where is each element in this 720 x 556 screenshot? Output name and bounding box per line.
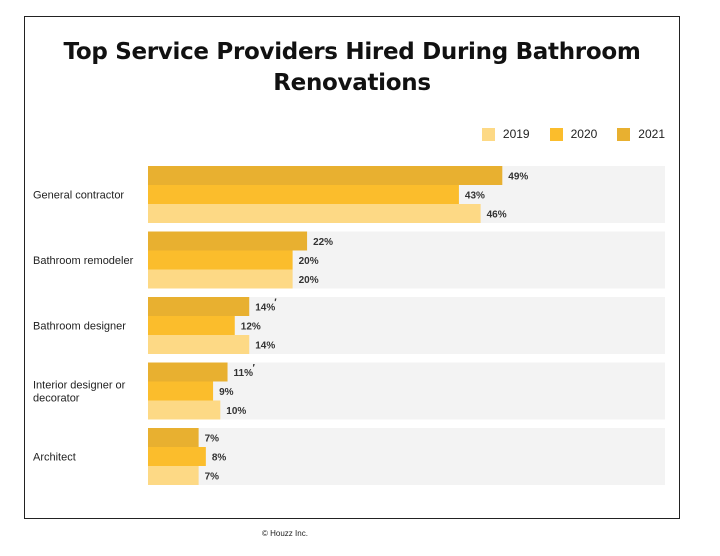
legend-swatch-2020: [549, 127, 563, 141]
legend-label-2021: 2021: [638, 127, 665, 141]
legend-swatch-2021: [617, 127, 631, 141]
bar-bathroom-remodeler-2020: [148, 250, 293, 270]
category-label-bathroom-remodeler: Bathroom remodeler: [33, 255, 134, 267]
data-label-general-contractor-2020: 43%: [465, 191, 485, 202]
copyright-text: © Houzz Inc.: [262, 529, 308, 538]
chart-title-line-2: Renovations: [273, 70, 431, 96]
data-label-bathroom-designer-2021: 14%: [255, 303, 275, 314]
data-label-architect-2021: 7%: [205, 434, 220, 445]
significance-mark-bathroom-designer: ′: [274, 298, 277, 309]
bar-bathroom-remodeler-2019: [148, 269, 293, 289]
data-label-bathroom-remodeler-2021: 22%: [313, 237, 333, 248]
category-label-general-contractor: General contractor: [33, 190, 124, 202]
chart-legend: 2019 2020 2021: [481, 127, 665, 141]
legend-item-2020: 2020: [549, 127, 598, 141]
legend-item-2019: 2019: [481, 127, 530, 141]
data-label-architect-2019: 7%: [205, 472, 220, 483]
legend-label-2019: 2019: [502, 127, 530, 141]
data-label-general-contractor-2021: 49%: [508, 172, 528, 183]
legend-label-2020: 2020: [570, 127, 598, 141]
bar-general-contractor-2021: [148, 166, 503, 185]
bar-bathroom-designer-2020: [148, 316, 235, 335]
significance-mark-interior-designer-or-decorator: ′: [253, 363, 256, 374]
category-label-bathroom-designer: Bathroom designer: [33, 321, 126, 333]
legend-swatch-2019: [481, 127, 495, 141]
category-band-interior-designer-or-decorator: [148, 362, 665, 420]
bar-interior-designer-or-decorator-2021: [148, 362, 228, 382]
chart-title: Top Service Providers Hired During Bathr…: [25, 37, 679, 99]
bar-architect-2021: [148, 428, 199, 447]
bar-bathroom-designer-2021: [148, 297, 250, 316]
data-label-bathroom-designer-2020: 12%: [241, 322, 261, 333]
data-label-interior-designer-or-decorator-2019: 10%: [226, 406, 246, 417]
category-label-architect: Architect: [33, 452, 76, 464]
data-label-bathroom-remodeler-2019: 20%: [299, 275, 319, 286]
category-label-interior-designer-or-decorator-line-2: decorator: [33, 393, 80, 405]
bar-general-contractor-2019: [148, 204, 481, 223]
bar-interior-designer-or-decorator-2020: [148, 381, 214, 401]
chart-title-line-1: Top Service Providers Hired During Bathr…: [63, 39, 641, 65]
data-label-general-contractor-2019: 46%: [487, 210, 507, 221]
category-band-architect: [148, 428, 665, 485]
data-label-bathroom-designer-2019: 14%: [255, 341, 275, 352]
bar-architect-2019: [148, 466, 199, 485]
legend-item-2021: 2021: [617, 127, 665, 141]
data-label-architect-2020: 8%: [212, 453, 227, 464]
data-label-bathroom-remodeler-2020: 20%: [299, 256, 319, 267]
category-label-interior-designer-or-decorator-line-1: Interior designer or: [33, 380, 126, 392]
bar-architect-2020: [148, 447, 206, 466]
bar-interior-designer-or-decorator-2019: [148, 400, 221, 420]
data-label-interior-designer-or-decorator-2021: 11%: [234, 368, 254, 379]
bar-bathroom-designer-2019: [148, 335, 250, 354]
bar-general-contractor-2020: [148, 185, 459, 204]
bar-bathroom-remodeler-2021: [148, 231, 308, 251]
data-label-interior-designer-or-decorator-2020: 9%: [219, 387, 234, 398]
